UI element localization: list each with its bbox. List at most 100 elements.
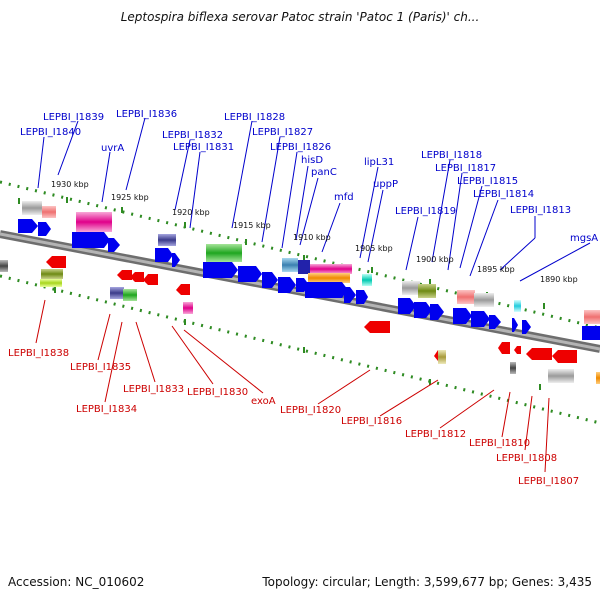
gene-label: LEPBI_I1814 [473,189,534,200]
gene-label: exoA [251,396,276,407]
forward-gene-arrow [305,282,348,298]
forward-gene-block [206,244,242,262]
forward-gene-arrow [356,290,368,304]
reverse-gene-arrow [176,284,190,295]
reverse-strand-genes [0,256,600,384]
forward-gene-arrow [430,304,444,320]
reverse-gene-arrow [514,346,521,354]
forward-gene-arrow [582,326,600,340]
accession-label: Accession: NC_010602 [8,575,145,589]
gene-label: LEPBI_I1827 [252,127,313,138]
reverse-gene-block [41,269,63,279]
forward-gene-arrow [398,298,416,314]
gene-label: mgsA [570,233,598,244]
gene-label: uvrA [101,143,124,154]
kbp-tick-label: 1905 kbp [355,244,393,253]
forward-gene-arrow [262,272,278,288]
forward-gene-block [308,273,350,283]
forward-gene-arrow [108,238,120,252]
forward-gene-arrow [18,219,38,233]
gene-label: LEPBI_I1815 [457,176,518,187]
gene-label: mfd [334,192,354,203]
gene-label: hisD [301,155,323,166]
gene-label: LEPBI_I1833 [123,384,184,395]
kbp-tick-label: 1890 kbp [540,275,578,284]
gene-label: LEPBI_I1817 [435,163,496,174]
kbp-tick-label: 1895 kbp [477,265,515,274]
kbp-tick-label: 1910 kbp [293,233,331,242]
forward-gene-block [362,274,372,286]
gene-label: LEPBI_I1838 [8,348,69,359]
reverse-gene-arrow [498,342,510,354]
forward-gene-block [402,281,420,295]
forward-gene-arrow [414,302,432,318]
gene-label: LEPBI_I1839 [43,112,104,123]
reverse-gene-block [548,369,574,383]
forward-gene-labels: LEPBI_I1839 LEPBI_I1840 LEPBI_I1836 uvrA… [20,109,598,244]
gene-label: LEPBI_I1826 [270,142,331,153]
reverse-gene-arrow [364,321,390,333]
reverse-gene-block [123,289,137,301]
forward-gene-arrow [278,277,296,293]
reverse-gene-arrow [143,274,158,285]
reverse-gene-block [510,362,516,374]
gene-label: LEPBI_I1812 [405,429,466,440]
gene-label: LEPBI_I1818 [421,150,482,161]
forward-gene-block [158,234,176,246]
forward-gene-block [310,264,352,274]
forward-strand-genes [18,201,600,340]
reverse-gene-arrow [117,270,132,280]
kbp-tick-label: 1915 kbp [233,221,271,230]
forward-gene-block [298,260,310,274]
forward-gene-arrow [512,318,518,332]
reverse-gene-arrow [130,272,144,282]
gene-label: lipL31 [364,157,394,168]
gene-label: LEPBI_I1840 [20,127,81,138]
kbp-tick-label: 1925 kbp [111,193,149,202]
forward-gene-arrow [344,287,356,303]
reverse-gene-block [40,279,62,287]
gene-label: LEPBI_I1836 [116,109,177,120]
forward-gene-arrow [471,311,490,327]
outer-tick-track [0,180,600,330]
forward-gene-arrow [172,253,180,267]
forward-leader-lines [37,117,591,282]
gene-label: LEPBI_I1810 [469,438,530,449]
reverse-gene-block [0,260,8,272]
gene-label: LEPBI_I1819 [395,206,456,217]
forward-gene-arrow [203,262,238,278]
gene-label: LEPBI_I1828 [224,112,285,123]
gene-label: LEPBI_I1830 [187,387,248,398]
reverse-gene-arrow [526,348,552,360]
reverse-gene-block [438,350,446,364]
forward-gene-arrow [522,320,531,334]
forward-gene-block [282,258,298,272]
forward-gene-block [514,300,521,312]
forward-gene-block [42,206,56,218]
gene-label: LEPBI_I1834 [76,404,137,415]
reverse-gene-block [183,302,193,314]
map-title: Leptospira biflexa serovar Patoc strain … [120,10,480,24]
gene-label: LEPBI_I1832 [162,130,223,141]
reverse-gene-block [110,287,124,299]
topology-label: Topology: circular; Length: 3,599,677 bp… [262,575,592,589]
gene-label: LEPBI_I1813 [510,205,571,216]
kbp-tick-labels: 1930 kbp 1925 kbp 1920 kbp 1915 kbp 1910… [51,180,578,284]
forward-gene-block [76,212,112,232]
forward-gene-arrow [38,222,51,236]
forward-gene-arrow [453,308,472,324]
gene-label: panC [311,167,337,178]
gene-label: LEPBI_I1831 [173,142,234,153]
forward-gene-arrow [238,266,262,282]
gene-label: LEPBI_I1835 [70,362,131,373]
kbp-tick-label: 1930 kbp [51,180,89,189]
forward-gene-block [418,284,436,298]
kbp-tick-label: 1920 kbp [172,208,210,217]
forward-gene-block [457,290,475,304]
gene-label: uppP [373,179,398,190]
forward-gene-block [584,310,600,324]
reverse-gene-arrow [46,256,66,268]
forward-gene-arrow [489,315,501,329]
reverse-gene-block [596,372,600,384]
